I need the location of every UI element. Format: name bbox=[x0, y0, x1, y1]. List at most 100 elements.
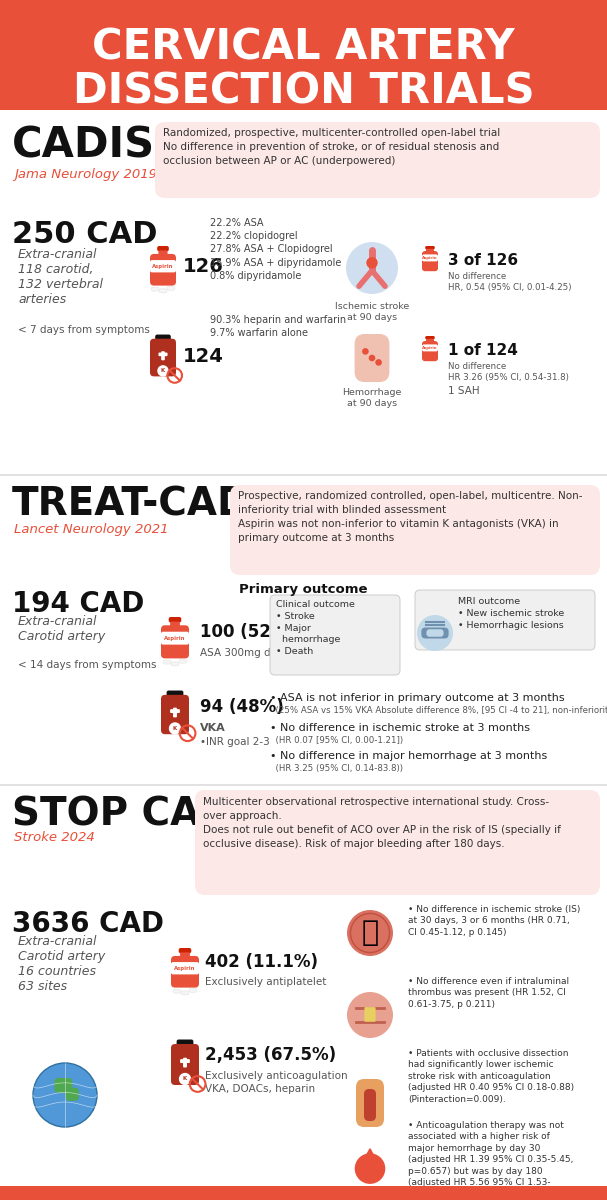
Text: Aspirin: Aspirin bbox=[174, 966, 195, 971]
Text: • Patients with occlusive dissection
had significantly lower ischemic
stroke ris: • Patients with occlusive dissection had… bbox=[408, 1049, 574, 1104]
Text: 402 (11.1%): 402 (11.1%) bbox=[205, 953, 318, 971]
Circle shape bbox=[347, 910, 393, 956]
FancyBboxPatch shape bbox=[159, 289, 167, 293]
Text: Clinical outcome
• Stroke
• Major
  hemorrhage
• Death: Clinical outcome • Stroke • Major hemorr… bbox=[276, 600, 355, 656]
Text: (HR 3.25 (95% CI, 0.14-83.8)): (HR 3.25 (95% CI, 0.14-83.8)) bbox=[270, 764, 403, 773]
FancyBboxPatch shape bbox=[171, 962, 199, 974]
FancyBboxPatch shape bbox=[161, 631, 189, 644]
Text: STOP CAD: STOP CAD bbox=[12, 794, 232, 833]
Text: DISSECTION TRIALS: DISSECTION TRIALS bbox=[73, 71, 534, 113]
Text: Lancet Neurology 2021: Lancet Neurology 2021 bbox=[14, 523, 169, 536]
FancyBboxPatch shape bbox=[426, 248, 434, 252]
Text: 3636 CAD: 3636 CAD bbox=[12, 910, 164, 938]
FancyBboxPatch shape bbox=[422, 251, 438, 271]
FancyBboxPatch shape bbox=[170, 709, 180, 713]
Circle shape bbox=[366, 257, 378, 269]
Text: Ischemic stroke
at 90 days: Ischemic stroke at 90 days bbox=[335, 302, 409, 322]
Text: TREAT-CAD: TREAT-CAD bbox=[12, 485, 250, 523]
Text: K: K bbox=[161, 368, 165, 373]
Text: Exclusively anticoagulation: Exclusively anticoagulation bbox=[205, 1070, 348, 1081]
Text: 118 carotid,: 118 carotid, bbox=[18, 263, 93, 276]
FancyBboxPatch shape bbox=[55, 1078, 72, 1093]
FancyBboxPatch shape bbox=[0, 0, 607, 110]
Text: Exclusively antiplatelet: Exclusively antiplatelet bbox=[205, 977, 327, 986]
Text: • No difference even if intraluminal
thrombus was present (HR 1.52, CI
0.61-3.75: • No difference even if intraluminal thr… bbox=[408, 977, 569, 1009]
Text: 126: 126 bbox=[183, 257, 224, 276]
FancyBboxPatch shape bbox=[171, 956, 199, 988]
FancyBboxPatch shape bbox=[0, 1186, 607, 1200]
Text: Aspirin: Aspirin bbox=[422, 256, 438, 260]
Text: K: K bbox=[183, 1076, 187, 1081]
Text: 2,453 (67.5%): 2,453 (67.5%) bbox=[205, 1046, 336, 1064]
Text: < 7 days from symptoms: < 7 days from symptoms bbox=[18, 325, 150, 335]
FancyBboxPatch shape bbox=[426, 338, 434, 342]
Text: Carotid artery: Carotid artery bbox=[18, 630, 105, 643]
Text: 90.3% heparin and warfarin
9.7% warfarin alone: 90.3% heparin and warfarin 9.7% warfarin… bbox=[210, 314, 346, 338]
Text: CADISS: CADISS bbox=[12, 125, 183, 167]
Text: Primary outcome: Primary outcome bbox=[239, 583, 367, 596]
FancyBboxPatch shape bbox=[177, 1039, 194, 1046]
Text: No difference
HR, 0.54 (95% CI, 0.01-4.25): No difference HR, 0.54 (95% CI, 0.01-4.2… bbox=[448, 272, 572, 292]
Text: • No difference in major hemorrhage at 3 months: • No difference in major hemorrhage at 3… bbox=[270, 751, 548, 761]
Text: ASA 300mg daily: ASA 300mg daily bbox=[200, 648, 289, 658]
FancyBboxPatch shape bbox=[161, 625, 189, 659]
FancyBboxPatch shape bbox=[161, 352, 165, 360]
Text: 94 (48%): 94 (48%) bbox=[200, 698, 283, 716]
Circle shape bbox=[368, 355, 375, 361]
Text: 194 CAD: 194 CAD bbox=[12, 590, 144, 618]
Text: 250 CAD: 250 CAD bbox=[12, 220, 157, 248]
FancyBboxPatch shape bbox=[170, 622, 180, 628]
Text: Extra-cranial: Extra-cranial bbox=[18, 248, 98, 260]
FancyBboxPatch shape bbox=[173, 989, 181, 994]
FancyBboxPatch shape bbox=[426, 629, 444, 637]
Text: • Anticoagulation therapy was not
associated with a higher risk of
major hemorrh: • Anticoagulation therapy was not associ… bbox=[408, 1121, 574, 1199]
FancyBboxPatch shape bbox=[66, 1087, 79, 1100]
FancyBboxPatch shape bbox=[150, 260, 176, 272]
Text: K: K bbox=[173, 726, 177, 731]
FancyBboxPatch shape bbox=[150, 338, 176, 377]
Text: 100 (52%): 100 (52%) bbox=[200, 623, 295, 641]
Text: < 14 days from symptoms: < 14 days from symptoms bbox=[18, 660, 157, 670]
FancyBboxPatch shape bbox=[179, 659, 187, 664]
Text: Stroke 2024: Stroke 2024 bbox=[14, 830, 95, 844]
FancyBboxPatch shape bbox=[173, 708, 177, 718]
FancyBboxPatch shape bbox=[158, 251, 168, 256]
FancyBboxPatch shape bbox=[166, 690, 183, 697]
FancyBboxPatch shape bbox=[425, 336, 435, 340]
Text: • No difference in ischemic stroke (IS)
at 30 days, 3 or 6 months (HR 0.71,
CI 0: • No difference in ischemic stroke (IS) … bbox=[408, 905, 580, 937]
Text: CERVICAL ARTERY: CERVICAL ARTERY bbox=[92, 26, 515, 68]
FancyBboxPatch shape bbox=[425, 246, 435, 250]
Circle shape bbox=[375, 359, 382, 366]
Text: 16 countries: 16 countries bbox=[18, 965, 96, 978]
Text: Carotid artery: Carotid artery bbox=[18, 950, 105, 962]
Text: 1 of 124: 1 of 124 bbox=[448, 343, 518, 358]
FancyBboxPatch shape bbox=[161, 695, 189, 734]
Text: 132 vertebral: 132 vertebral bbox=[18, 278, 103, 290]
Text: Aspirin: Aspirin bbox=[422, 346, 438, 350]
FancyBboxPatch shape bbox=[270, 595, 400, 674]
FancyBboxPatch shape bbox=[169, 617, 181, 623]
FancyBboxPatch shape bbox=[167, 287, 175, 290]
Text: Extra-cranial: Extra-cranial bbox=[18, 614, 98, 628]
Text: VKA: VKA bbox=[200, 722, 226, 733]
Text: Randomized, prospective, multicenter-controlled open-label trial
No difference i: Randomized, prospective, multicenter-con… bbox=[163, 128, 500, 166]
FancyBboxPatch shape bbox=[163, 660, 171, 664]
Circle shape bbox=[346, 242, 398, 294]
Circle shape bbox=[33, 1063, 97, 1127]
Text: Aspirin: Aspirin bbox=[164, 636, 186, 641]
Text: • ASA is not inferior in primary outcome at 3 months: • ASA is not inferior in primary outcome… bbox=[270, 692, 565, 703]
FancyBboxPatch shape bbox=[356, 1079, 384, 1127]
FancyBboxPatch shape bbox=[180, 953, 190, 958]
Text: 🧠: 🧠 bbox=[361, 919, 379, 947]
Text: MRI outcome
• New ischemic stroke
• Hemorrhagic lesions: MRI outcome • New ischemic stroke • Hemo… bbox=[458, 596, 565, 630]
Text: 22.2% ASA
22.2% clopidogrel
27.8% ASA + Clopidogrel
15.9% ASA + dipyridamole
0.8: 22.2% ASA 22.2% clopidogrel 27.8% ASA + … bbox=[210, 218, 341, 281]
Text: Prospective, randomized controlled, open-label, multicentre. Non-
inferiority tr: Prospective, randomized controlled, open… bbox=[238, 491, 583, 542]
Text: (25% ASA vs 15% VKA Absolute difference 8%, [95 CI -4 to 21], non-inferiority p:: (25% ASA vs 15% VKA Absolute difference … bbox=[270, 706, 607, 715]
Circle shape bbox=[157, 365, 169, 377]
FancyBboxPatch shape bbox=[364, 1007, 376, 1021]
FancyBboxPatch shape bbox=[158, 353, 168, 356]
Circle shape bbox=[179, 1073, 191, 1085]
FancyBboxPatch shape bbox=[178, 948, 191, 953]
Text: Jama Neurology 2019: Jama Neurology 2019 bbox=[14, 168, 157, 181]
FancyBboxPatch shape bbox=[422, 341, 438, 361]
